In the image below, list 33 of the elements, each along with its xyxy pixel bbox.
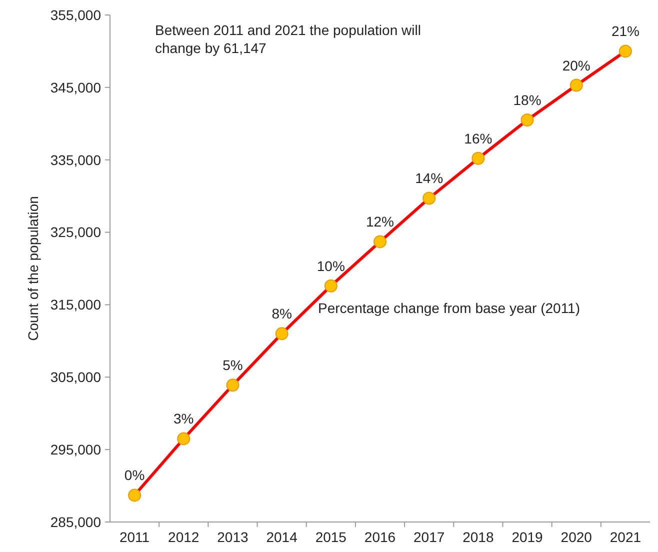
x-tick-label: 2014 — [266, 529, 298, 545]
x-tick-label: 2015 — [315, 529, 347, 545]
annotation: 10% — [316, 258, 345, 274]
annotation: 18% — [513, 92, 542, 108]
annotation: 16% — [464, 130, 492, 146]
y-tick-label: 355,000 — [50, 6, 102, 23]
annotation: 14% — [415, 170, 444, 186]
annotation: 20% — [562, 57, 590, 74]
y-tick-label: 305,000 — [50, 369, 102, 386]
annotation: 21% — [611, 23, 640, 40]
annotation: 3% — [174, 410, 194, 427]
x-tick-label: 2011 — [119, 529, 150, 545]
x-tick-label: 2016 — [364, 529, 396, 545]
x-tick-label: 2021 — [610, 529, 642, 545]
annotation: 5% — [222, 357, 243, 374]
y-tick-label: 325,000 — [50, 224, 102, 240]
x-tick-label: 2017 — [414, 529, 445, 545]
x-tick-label: 2013 — [217, 529, 249, 545]
y-tick-label: 285,000 — [50, 514, 102, 530]
x-tick-label: 2018 — [462, 529, 494, 545]
y-tick-label: 335,000 — [50, 152, 102, 168]
annotation: 12% — [366, 214, 394, 230]
x-tick-label: 2012 — [168, 529, 200, 545]
annotation: 0% — [124, 467, 145, 484]
y-axis-title: Count of the population — [25, 196, 41, 341]
x-tick-label: 2020 — [560, 529, 592, 545]
y-tick-label: 315,000 — [50, 296, 102, 313]
annotation: 8% — [272, 306, 292, 322]
y-tick-label: 345,000 — [50, 79, 102, 96]
x-tick-label: 2019 — [512, 529, 544, 545]
y-tick-label: 295,000 — [50, 441, 102, 458]
annotation: Between 2011 and 2021 the population will change by 61,147 — [155, 22, 421, 56]
annotation: Percentage change from base year (2011) — [318, 300, 580, 316]
